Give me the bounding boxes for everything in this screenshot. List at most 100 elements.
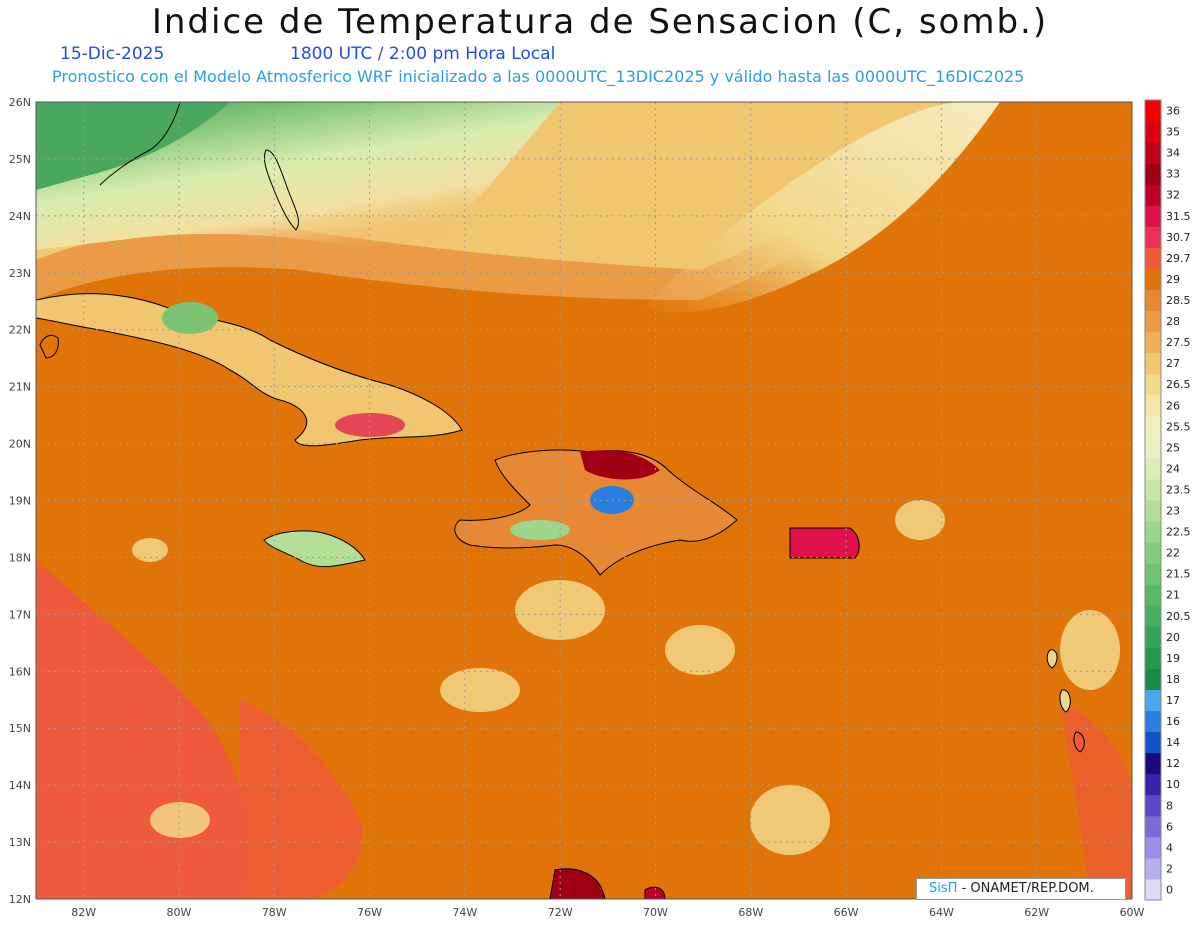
lat-label: 15N [9, 722, 31, 735]
legend-label: 33 [1166, 168, 1180, 181]
island-bahamas-andros [263, 149, 299, 231]
lon-label: 74W [452, 906, 477, 919]
island-hispaniola-warm [580, 450, 660, 480]
legend-label: 23.5 [1166, 483, 1191, 496]
island-jamaica [263, 530, 366, 568]
legend-swatch [1145, 373, 1161, 396]
lat-label: 13N [9, 836, 31, 849]
field-band-green [36, 102, 230, 190]
credit-brand: SisΠ [929, 881, 958, 896]
lon-label: 72W [548, 906, 573, 919]
legend-label: 14 [1166, 736, 1180, 749]
legend-label: 25.5 [1166, 420, 1191, 433]
island-cuba [36, 293, 463, 447]
legend-swatch [1145, 647, 1161, 669]
legend-swatch [1145, 605, 1161, 627]
legend-swatch [1145, 436, 1161, 459]
lat-label: 16N [9, 665, 31, 678]
legend-swatch [1145, 563, 1161, 585]
legend-label: 10 [1166, 778, 1180, 791]
map-grid [36, 102, 1132, 899]
legend-swatch [1145, 394, 1161, 417]
legend-label: 21.5 [1166, 568, 1191, 581]
forecast-time: 1800 UTC / 2:00 pm Hora Local [290, 44, 556, 64]
legend-swatch [1145, 836, 1161, 859]
legend-label: 19 [1166, 652, 1180, 665]
credit-text: - ONAMET/REP.DOM. [961, 881, 1094, 896]
island-isla-juventud [39, 334, 59, 359]
legend-label: 30.7 [1166, 231, 1191, 244]
legend-label: 8 [1166, 799, 1173, 812]
island-dominica [1059, 689, 1071, 713]
legend-swatch [1145, 794, 1161, 817]
legend-label: 25 [1166, 441, 1180, 454]
field-band-cream [640, 102, 1000, 313]
credit-box: SisΠ - ONAMET/REP.DOM. [916, 878, 1126, 900]
coast-florida [99, 102, 181, 186]
legend-swatch [1145, 247, 1161, 269]
lat-label: 14N [9, 779, 31, 792]
legend-swatch [1145, 121, 1161, 143]
island-guadeloupe [1046, 649, 1058, 669]
legend-label: 22.5 [1166, 526, 1191, 539]
legend-label: 21 [1166, 589, 1180, 602]
legend-label: 20 [1166, 631, 1180, 644]
legend-label: 23 [1166, 505, 1180, 518]
island-puerto-rico [789, 527, 860, 559]
lat-label: 24N [9, 210, 31, 223]
legend-swatch [1145, 752, 1161, 775]
legend-label: 6 [1166, 820, 1173, 833]
lon-label: 64W [929, 906, 954, 919]
lat-label: 22N [9, 324, 31, 337]
legend-label: 29.7 [1166, 252, 1191, 265]
legend-swatch [1145, 710, 1161, 733]
island-hispaniola [454, 449, 738, 576]
legend-label: 28 [1166, 315, 1180, 328]
island-hispaniola-cool2 [510, 520, 570, 540]
legend-label: 12 [1166, 757, 1180, 770]
legend-swatch [1145, 352, 1161, 375]
lat-label: 17N [9, 608, 31, 621]
lon-label: 80W [167, 906, 192, 919]
legend-swatch [1145, 457, 1161, 480]
legend-label: 17 [1166, 694, 1180, 707]
island-cuba-warm [335, 413, 405, 437]
legend-label: 32 [1166, 189, 1180, 202]
legend-label: 29 [1166, 273, 1180, 286]
lon-label: 76W [357, 906, 382, 919]
legend-label: 18 [1166, 673, 1180, 686]
legend-swatch [1145, 878, 1161, 901]
coast-south-america-2 [644, 886, 666, 899]
lat-axis: 12N 13N 14N 15N 16N 17N 18N 19N 20N 21N 22N 23N 24N 2… [9, 96, 31, 906]
legend-swatch [1145, 205, 1161, 227]
lat-label: 26N [9, 96, 31, 109]
legend-swatch [1145, 773, 1161, 796]
legend-swatch [1145, 226, 1161, 248]
map-field [36, 102, 1132, 899]
lat-label: 21N [9, 381, 31, 394]
legend-label: 31.5 [1166, 210, 1191, 223]
lat-label: 19N [9, 495, 31, 508]
legend-label: 27.5 [1166, 336, 1191, 349]
legend-label: 26.5 [1166, 378, 1191, 391]
legend-swatch [1145, 689, 1161, 712]
forecast-date: 15-Dic-2025 [60, 44, 165, 64]
legend-swatch [1145, 268, 1161, 290]
map-frame [35, 101, 1133, 900]
forecast-description: Pronostico con el Modelo Atmosferico WRF… [52, 67, 1025, 86]
legend-label: 36 [1166, 105, 1180, 118]
legend-label: 20.5 [1166, 610, 1191, 623]
islands [36, 102, 1085, 899]
legend-swatch [1145, 310, 1161, 333]
lat-label: 18N [9, 551, 31, 564]
island-cuba-cool [162, 302, 218, 334]
legend-swatch [1145, 521, 1161, 543]
legend-swatch [1145, 626, 1161, 648]
lon-label: 66W [834, 906, 859, 919]
legend-swatch [1145, 142, 1161, 164]
legend-frame [1144, 99, 1162, 901]
legend-label: 35 [1166, 126, 1180, 139]
legend-label: 2 [1166, 862, 1173, 875]
island-martinique [1073, 731, 1085, 753]
legend-swatch [1145, 415, 1161, 438]
